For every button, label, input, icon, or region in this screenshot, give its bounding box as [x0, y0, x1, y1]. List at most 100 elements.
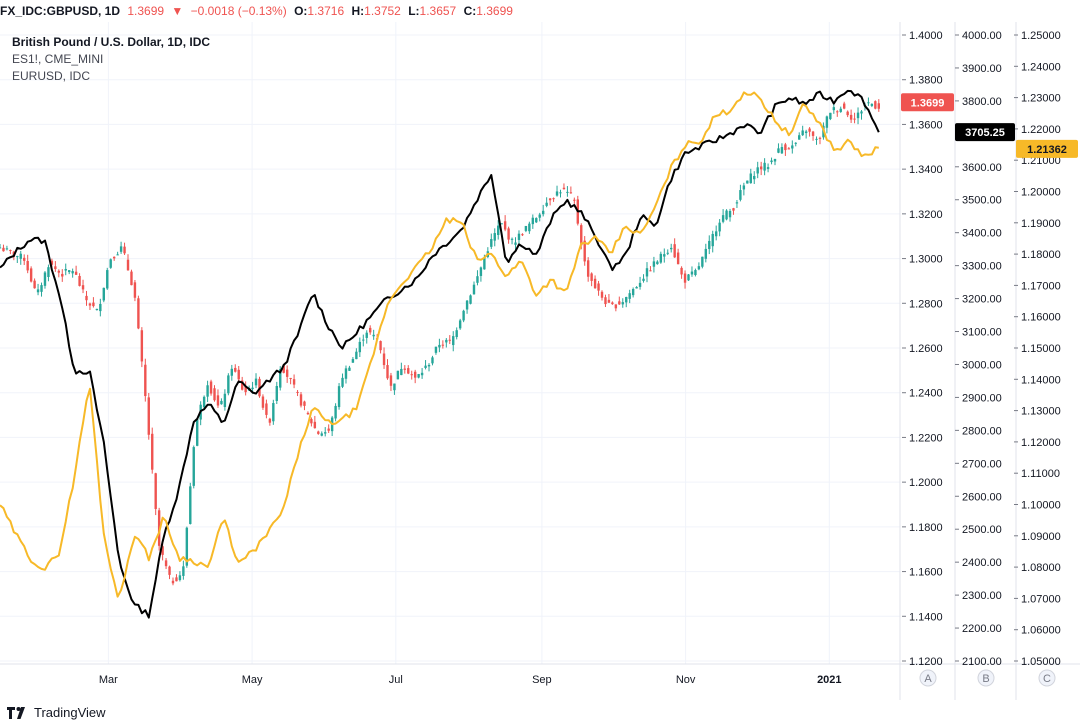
- candle-body: [687, 274, 690, 281]
- y-tick-label: 1.3400: [909, 164, 943, 176]
- candle-body: [770, 160, 773, 163]
- time-axis[interactable]: Mar May Jul Sep Nov 2021: [99, 674, 842, 686]
- candle-body: [106, 270, 109, 289]
- eurusd-line[interactable]: [0, 91, 879, 598]
- candle-body: [168, 566, 171, 575]
- candle-body: [535, 218, 538, 223]
- y-tick-label: 1.12000: [1021, 437, 1061, 449]
- candle-body: [625, 297, 628, 303]
- price-axis-b[interactable]: 4000.003900.003800.003700.003600.003500.…: [955, 30, 1002, 668]
- candle-body: [244, 386, 247, 393]
- candle-body: [759, 166, 763, 170]
- candle-body: [175, 577, 178, 582]
- y-tick-label: 3100.00: [962, 327, 1002, 339]
- candle-body: [701, 256, 704, 267]
- y-tick-label: 1.10000: [1021, 500, 1061, 512]
- candle-body: [749, 173, 752, 184]
- candle-body: [29, 268, 33, 282]
- tradingview-brand[interactable]: TradingView: [34, 705, 106, 720]
- candle-body: [569, 192, 573, 194]
- axis-button-b[interactable]: [977, 669, 995, 687]
- candle-body: [99, 303, 102, 312]
- axis-button-c[interactable]: [1038, 669, 1056, 687]
- candle-body: [348, 367, 351, 371]
- candle-body: [593, 278, 597, 289]
- candle-body: [621, 302, 624, 305]
- candle-body: [732, 208, 735, 211]
- candle-body: [548, 198, 552, 201]
- candle-body: [818, 137, 822, 139]
- axis-button-label: B: [982, 673, 989, 685]
- candle-body: [559, 192, 562, 194]
- candle-body: [74, 271, 78, 275]
- axis-button-a[interactable]: [919, 669, 937, 687]
- candle-body: [36, 289, 40, 293]
- candle-body: [369, 327, 372, 333]
- candle-body: [683, 273, 687, 283]
- price-axis-a[interactable]: 1.4000 1.3800 1.3600 1.3400 1.3200 1.3000 1.28…: [902, 30, 943, 668]
- y-tick-label: 3900.00: [962, 63, 1002, 75]
- candle-body: [649, 270, 652, 272]
- candle-body: [109, 259, 112, 268]
- y-tick-label: 1.16000: [1021, 312, 1061, 324]
- candle-body: [728, 211, 732, 218]
- legend-eurusd[interactable]: EURUSD, IDC: [12, 69, 91, 83]
- candle-body: [870, 103, 874, 106]
- tradingview-logo-icon[interactable]: [6, 706, 28, 720]
- candle-body: [413, 371, 417, 378]
- chart-grid: [0, 22, 900, 664]
- candle-body: [396, 370, 400, 380]
- y-tick-label: 1.09000: [1021, 531, 1061, 543]
- candle-body: [832, 107, 836, 111]
- candle-body: [61, 273, 64, 277]
- candle-body: [192, 447, 195, 486]
- y-tick-label: 1.20000: [1021, 187, 1061, 199]
- candle-body: [292, 379, 296, 385]
- candle-body: [441, 344, 445, 346]
- y-tick-label: 3500.00: [962, 195, 1002, 207]
- candle-body: [289, 377, 292, 379]
- y-tick-label: 1.08000: [1021, 562, 1061, 574]
- candle-body: [877, 103, 880, 109]
- y-tick-label: 1.1600: [909, 567, 943, 579]
- candle-body: [849, 114, 853, 120]
- candle-body: [9, 250, 12, 252]
- candle-body: [721, 215, 725, 222]
- candle-body: [604, 297, 607, 305]
- candle-body: [54, 266, 57, 270]
- candle-body: [631, 288, 635, 296]
- axis-buttons[interactable]: A B C: [919, 669, 1056, 687]
- es1-line[interactable]: [0, 89, 880, 619]
- price-chart[interactable]: 1.4000 1.3800 1.3600 1.3400 1.3200 1.3000 1.28…: [0, 22, 1080, 700]
- down-arrow-icon: ▼: [171, 4, 184, 18]
- candle-body: [756, 167, 759, 174]
- candle-body: [673, 244, 676, 258]
- price-label-text: 1.3699: [911, 97, 945, 109]
- y-tick-label: 1.2600: [909, 343, 943, 355]
- candle-body: [147, 397, 150, 435]
- plot-area[interactable]: [0, 89, 880, 619]
- x-tick-label: Sep: [532, 674, 552, 686]
- candle-body: [220, 400, 223, 405]
- symbol-title[interactable]: FX_IDC:GBPUSD, 1D: [0, 4, 121, 18]
- candle-body: [763, 162, 766, 171]
- candle-body: [268, 418, 272, 423]
- legend-gbpusd[interactable]: British Pound / U.S. Dollar, 1D, IDC: [12, 35, 211, 49]
- candle-body: [299, 394, 303, 406]
- legend-es1[interactable]: ES1!, CME_MINI: [12, 52, 104, 66]
- y-tick-label: 1.21000: [1021, 155, 1061, 167]
- candle-body: [766, 167, 770, 169]
- candle-body: [144, 364, 147, 397]
- candle-body: [704, 248, 708, 259]
- candle-body: [285, 369, 289, 377]
- candle-body: [659, 253, 663, 263]
- price-axis-c[interactable]: 1.25000 1.24000 1.23000 1.22000 1.21000 1.200…: [1014, 30, 1061, 668]
- candle-body: [842, 103, 846, 109]
- candle-body: [434, 346, 438, 353]
- candle-body: [652, 261, 656, 267]
- candle-body: [209, 381, 213, 394]
- candle-body: [164, 560, 168, 567]
- candle-body: [735, 202, 739, 204]
- candle-body: [234, 367, 237, 372]
- candle-body: [119, 246, 123, 252]
